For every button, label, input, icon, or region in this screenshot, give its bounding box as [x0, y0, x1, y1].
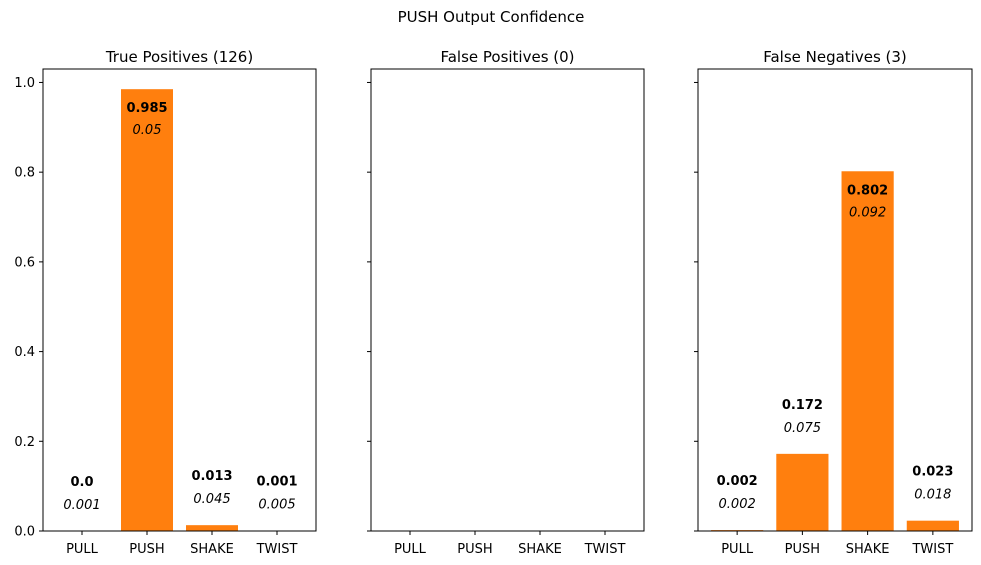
- y-tick-label: 0.6: [14, 255, 35, 270]
- panel-title: False Positives (0): [440, 48, 574, 66]
- bar-value-label: 0.802: [847, 183, 888, 198]
- x-tick-label: SHAKE: [518, 542, 562, 557]
- bar-std-label: 0.005: [258, 498, 295, 513]
- bar-value-label: 0.023: [912, 465, 953, 480]
- axes-frame: [42, 68, 317, 532]
- bar-std-label: 0.001: [63, 498, 100, 513]
- x-tick-label: TWIST: [584, 542, 626, 557]
- y-tick-label: 0.4: [14, 345, 35, 360]
- x-tick-label: SHAKE: [190, 542, 234, 557]
- axes-frame: [697, 68, 973, 532]
- bar-value-label: 0.985: [126, 101, 167, 116]
- x-tick-label: TWIST: [911, 542, 953, 557]
- panel-title: True Positives (126): [105, 48, 253, 66]
- bar-value-label: 0.013: [191, 469, 232, 484]
- bar: [776, 453, 829, 531]
- bar: [121, 89, 173, 532]
- x-tick-label: PUSH: [129, 542, 164, 557]
- x-tick-label: TWIST: [256, 542, 298, 557]
- bar-std-label: 0.045: [193, 492, 230, 507]
- bar: [186, 525, 238, 531]
- x-tick-label: PUSH: [457, 542, 492, 557]
- axes-frame: [370, 68, 645, 532]
- bar: [841, 171, 894, 532]
- bar: [906, 520, 959, 531]
- bar-value-label: 0.172: [782, 398, 823, 413]
- panel-title: False Negatives (3): [763, 48, 907, 66]
- y-tick-label: 0.2: [14, 435, 35, 450]
- bar-std-label: 0.05: [133, 123, 162, 138]
- bar-std-label: 0.092: [849, 205, 886, 220]
- x-tick-label: PULL: [721, 542, 754, 557]
- x-tick-label: PULL: [394, 542, 427, 557]
- x-tick-label: PULL: [66, 542, 99, 557]
- x-tick-label: PUSH: [785, 542, 820, 557]
- bar-std-label: 0.018: [914, 488, 951, 503]
- bar-value-label: 0.002: [717, 474, 758, 489]
- chart-title: PUSH Output Confidence: [398, 8, 585, 26]
- bar-value-label: 0.0: [70, 475, 93, 490]
- y-tick-label: 0.8: [14, 166, 35, 181]
- x-tick-label: SHAKE: [846, 542, 890, 557]
- y-tick-label: 1.0: [14, 76, 35, 91]
- bar-std-label: 0.075: [784, 421, 821, 436]
- bar-std-label: 0.002: [719, 497, 756, 512]
- bar-value-label: 0.001: [256, 475, 297, 490]
- y-tick-label: 0.0: [14, 525, 35, 540]
